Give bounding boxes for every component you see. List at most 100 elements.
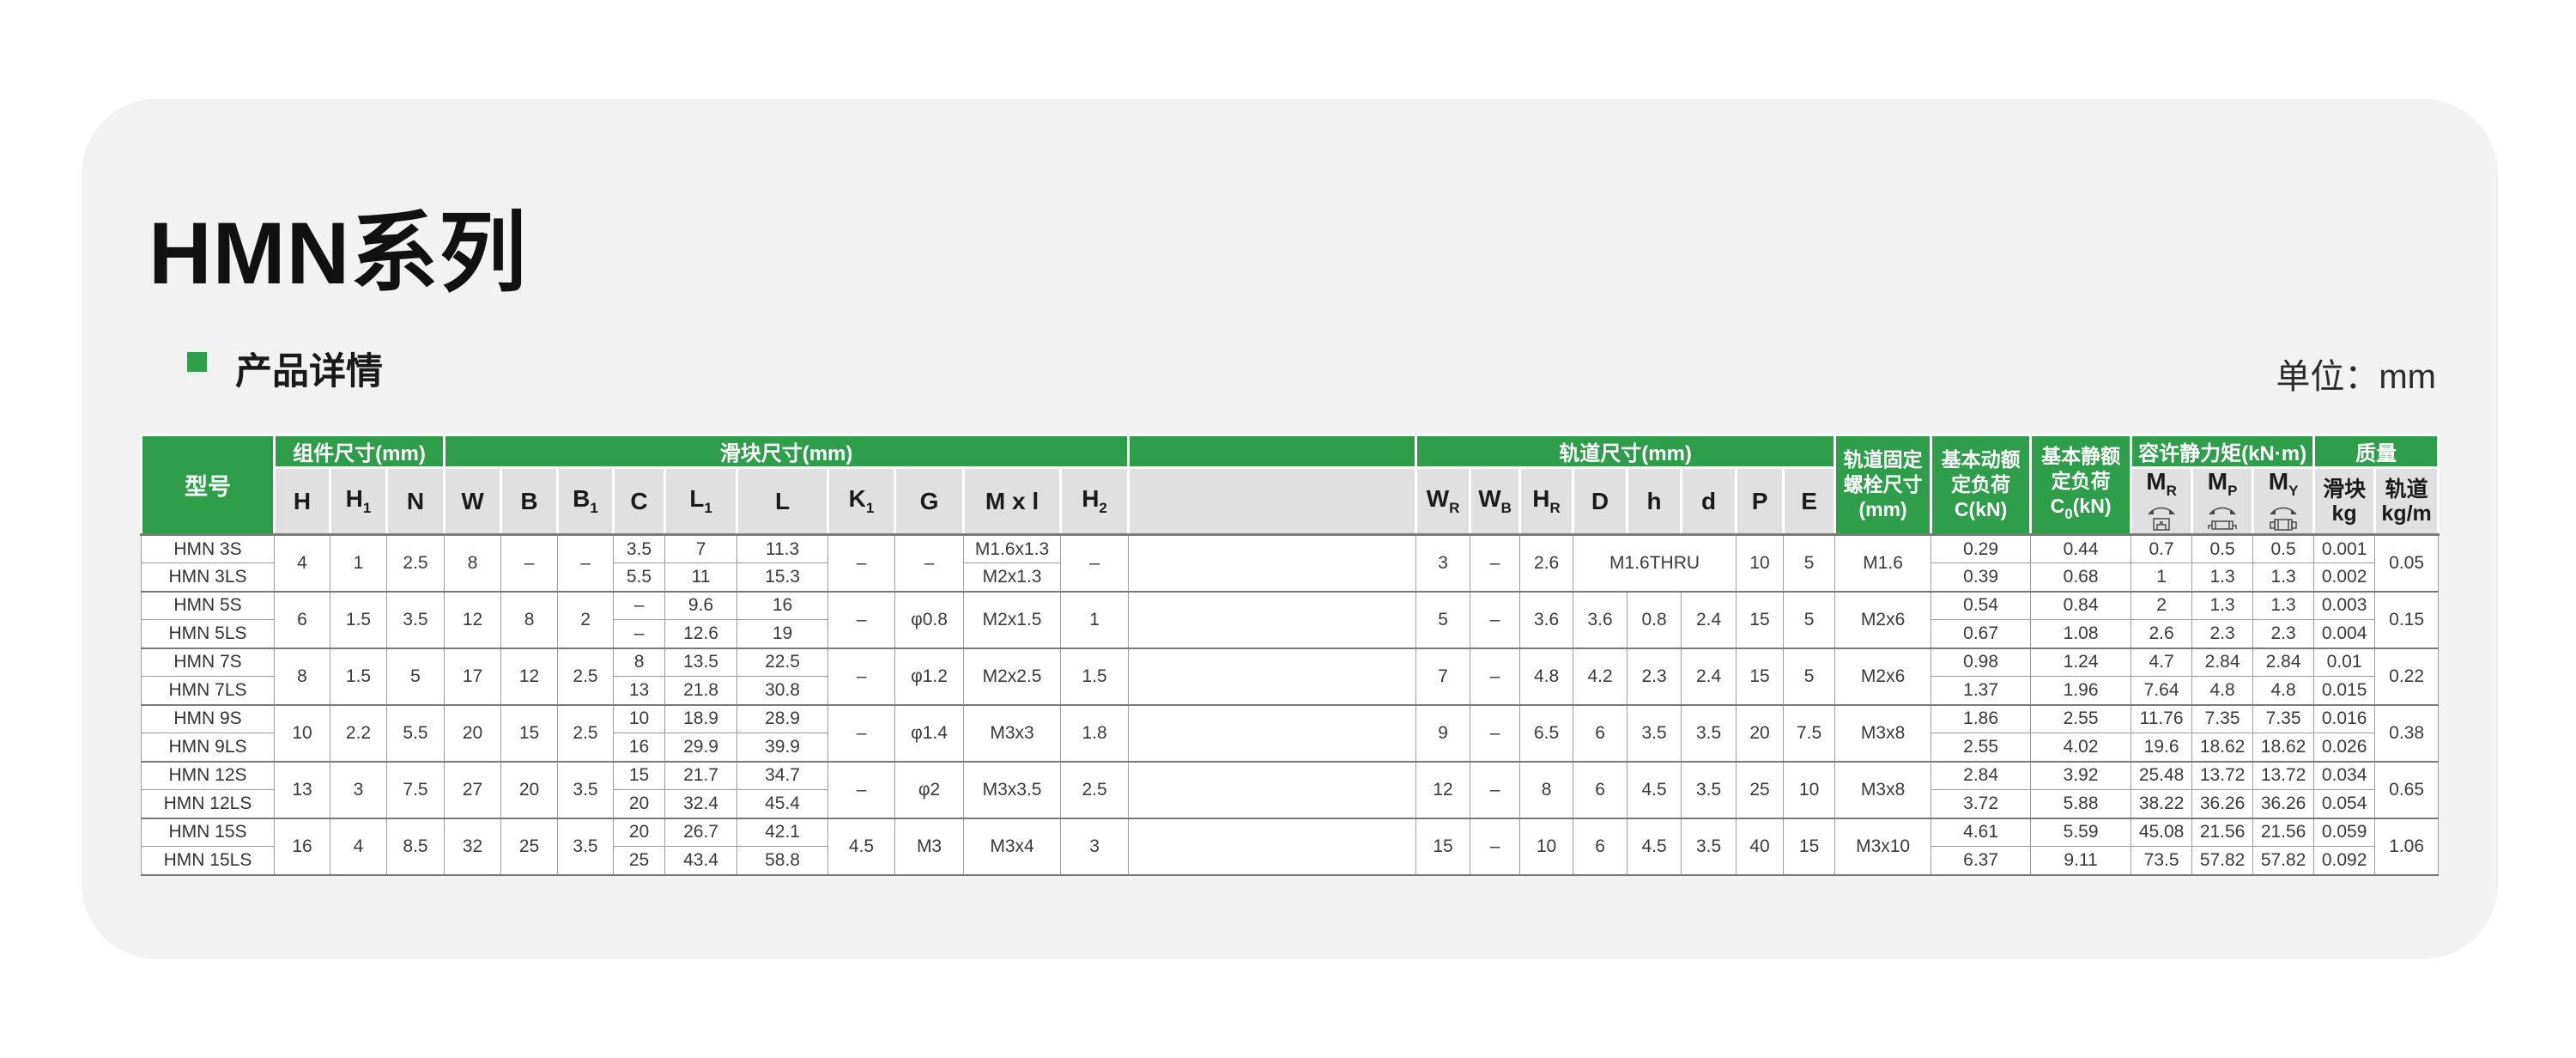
table-cell: 8 bbox=[444, 533, 502, 592]
col-header-H: H bbox=[273, 466, 331, 536]
content-card: HMN系列 产品详情 单位：mm 型号 组件尺寸(mm) 滑块尺寸(mm) bbox=[82, 99, 2498, 959]
table-cell: 9.6 bbox=[664, 590, 738, 620]
table-cell: 1.08 bbox=[2030, 619, 2132, 648]
table-cell: 2.6 bbox=[2131, 619, 2193, 648]
table-cell: 0.98 bbox=[1930, 647, 2032, 677]
table-cell: 1.5 bbox=[1060, 647, 1130, 705]
table-cell: 1 bbox=[330, 533, 387, 592]
group-header-mass: 质量 bbox=[2312, 434, 2440, 469]
col-header-B1: B1 bbox=[556, 466, 615, 536]
table-cell: M2x1.5 bbox=[963, 590, 1062, 648]
table-cell: – bbox=[827, 647, 896, 705]
table-cell: 0.001 bbox=[2313, 533, 2376, 563]
col-header-model: 型号 bbox=[140, 434, 276, 536]
table-cell: – bbox=[1470, 760, 1521, 818]
col-header-HR: HR bbox=[1518, 466, 1575, 536]
table-cell: M2x1.3 bbox=[963, 562, 1062, 592]
table-cell: M2x6 bbox=[1834, 590, 1932, 648]
table-row: HMN 3S 4 1 2.5 8– –3.5 7 11.3– – M1.6x1.3–3–2.6 M1… bbox=[141, 533, 2440, 592]
table-cell: – bbox=[1470, 590, 1521, 648]
table-cell: 15 bbox=[1415, 817, 1471, 875]
table-cell: 25.48 bbox=[2131, 760, 2193, 790]
table-cell: 2.84 bbox=[2252, 647, 2315, 677]
table-cell: 10 bbox=[1519, 817, 1574, 875]
col-header-MR: MR bbox=[2130, 466, 2194, 536]
table-cell: 5.5 bbox=[613, 562, 666, 592]
table-cell: 25 bbox=[500, 817, 559, 875]
table-row: HMN 15S 16 4 8.5 32 25 3.5 20 26.7 42.1 4.5 M3 M3x4 3… bbox=[141, 817, 2440, 875]
table-cell: 6 bbox=[1573, 817, 1628, 875]
table-cell: 13 bbox=[274, 760, 330, 818]
table-cell: 2.55 bbox=[1930, 733, 2032, 762]
model-cell: HMN 5LS bbox=[141, 619, 275, 648]
table-cell: 5 bbox=[1783, 590, 1836, 648]
table-cell: 0.39 bbox=[1930, 562, 2032, 592]
spacer-cell bbox=[1128, 533, 1417, 592]
table-cell: 11 bbox=[664, 562, 738, 592]
table-cell: 0.68 bbox=[2030, 562, 2132, 592]
table-cell: 28.9 bbox=[736, 703, 829, 733]
table-cell: 30.8 bbox=[736, 676, 829, 705]
table-cell: 0.7 bbox=[2131, 533, 2193, 563]
table-cell: – bbox=[500, 533, 559, 592]
table-cell: 19 bbox=[736, 619, 829, 648]
table-cell: 0.016 bbox=[2313, 703, 2376, 733]
table-cell: 4.8 bbox=[2252, 676, 2315, 705]
table-cell: 1.3 bbox=[2252, 562, 2315, 592]
model-cell: HMN 3LS bbox=[141, 562, 275, 592]
table-cell: 20 bbox=[613, 817, 666, 847]
model-cell: HMN 12S bbox=[141, 760, 275, 790]
table-cell: 11.3 bbox=[736, 533, 829, 563]
table-cell: – bbox=[557, 533, 615, 592]
spacer-cell bbox=[1128, 817, 1417, 875]
table-cell: 6 bbox=[1573, 760, 1628, 818]
table-cell: 5 bbox=[1783, 647, 1836, 705]
table-cell: 4.5 bbox=[1627, 760, 1682, 818]
table-cell: – bbox=[613, 619, 666, 648]
table-cell: 2 bbox=[2131, 590, 2193, 620]
table-cell: 18.62 bbox=[2191, 733, 2254, 762]
table-cell: 3.5 bbox=[1681, 760, 1737, 818]
table-header-sub-row: H H1 N W B B1 C L1 L K1 G M x l H2 WR WB bbox=[142, 466, 2440, 536]
table-cell: 2.4 bbox=[1681, 590, 1737, 648]
table-cell: 12.6 bbox=[664, 619, 738, 648]
table-cell: 13.72 bbox=[2252, 760, 2315, 790]
table-cell: 2.5 bbox=[557, 703, 615, 762]
col-header-H2: H2 bbox=[1059, 466, 1130, 536]
rail-bolt-line: 轨道固定 bbox=[1843, 448, 1923, 471]
col-header-dynamic-load: 基本动额 定负荷 C(kN) bbox=[1930, 434, 2033, 536]
table-cell: 40 bbox=[1736, 817, 1785, 875]
table-cell: 2.55 bbox=[2030, 703, 2132, 733]
table-row: HMN 9S 10 2.2 5.5 20 15 2.5 10 18.9 28.9– φ1.4 M3x3… bbox=[141, 703, 2440, 762]
table-cell: 16 bbox=[736, 590, 829, 620]
table-body: HMN 3S 4 1 2.5 8– –3.5 7 11.3– – M1.6x1.3–3–2.6 M1… bbox=[141, 533, 2440, 875]
model-cell: HMN 15LS bbox=[141, 846, 275, 875]
col-header-E: E bbox=[1782, 466, 1837, 536]
table-cell: M3 bbox=[894, 817, 965, 875]
table-cell: 21.56 bbox=[2191, 817, 2254, 847]
table-cell: 12 bbox=[444, 590, 502, 648]
table-cell: 2.5 bbox=[557, 647, 615, 705]
table-cell: 8 bbox=[500, 590, 559, 648]
table-cell: 20 bbox=[1736, 703, 1785, 762]
col-header-B: B bbox=[500, 466, 560, 536]
table-cell: 4.5 bbox=[1627, 817, 1682, 875]
table-cell: 2.3 bbox=[1627, 647, 1682, 705]
dynamic-load-line: 基本动额 bbox=[1941, 448, 2021, 471]
table-cell: 15 bbox=[1736, 647, 1785, 705]
table-cell: 1.06 bbox=[2374, 817, 2440, 875]
table-cell: 0.5 bbox=[2252, 533, 2315, 563]
table-cell: 20 bbox=[444, 703, 502, 762]
table-cell: 5 bbox=[1783, 533, 1836, 592]
static-load-line: 基本静额 bbox=[2041, 444, 2121, 467]
table-cell: 19.6 bbox=[2131, 733, 2193, 762]
table-cell: 39.9 bbox=[736, 733, 829, 762]
table-cell: 25 bbox=[613, 846, 666, 875]
table-cell: 13.5 bbox=[664, 647, 738, 677]
table-cell: 3 bbox=[1415, 533, 1471, 592]
table-cell: 26.7 bbox=[664, 817, 738, 847]
col-header-P: P bbox=[1735, 466, 1785, 536]
spacer-cell bbox=[1128, 703, 1417, 762]
table-cell: 20 bbox=[613, 789, 666, 818]
col-header-H1: H1 bbox=[329, 466, 388, 536]
